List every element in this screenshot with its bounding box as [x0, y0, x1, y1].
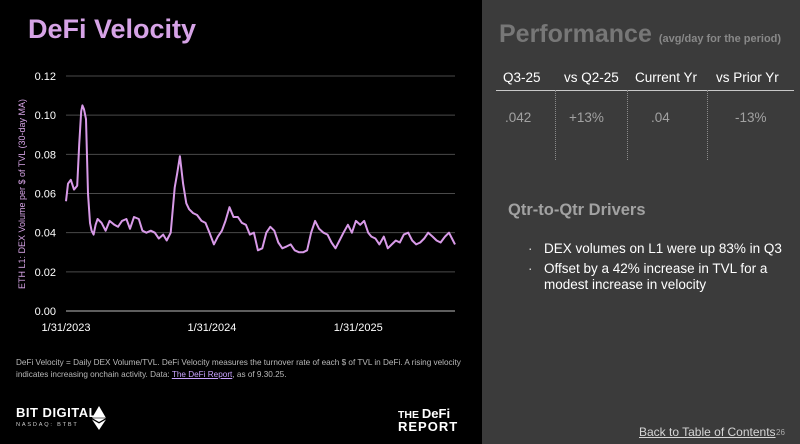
driver-bullet: DEX volumes on L1 were up 83% in Q3	[528, 241, 793, 258]
header-current-yr: Current Yr	[635, 70, 698, 85]
defi-report-report: REPORT	[398, 419, 459, 434]
table-header-rule	[496, 90, 794, 91]
performance-subtitle: (avg/day for the period)	[658, 33, 782, 45]
driver-bullet: Offset by a 42% increase in TVL for a mo…	[528, 261, 793, 294]
y-tick-label: 0.04	[35, 228, 56, 240]
y-tick-label: 0.08	[35, 149, 56, 161]
value-current-yr: .04	[651, 110, 670, 125]
x-tick-labels: 1/31/2023 1/31/2024 1/31/2025	[42, 322, 383, 334]
gridlines	[66, 75, 455, 312]
back-to-toc-link[interactable]: Back to Table of Contents	[639, 425, 776, 439]
value-q3-25: .042	[505, 110, 532, 125]
column-separator	[555, 90, 556, 160]
value-vs-prior-yr: -13%	[735, 110, 767, 125]
defi-report-logo: THE DeFi REPORT	[398, 406, 459, 434]
column-separator	[707, 90, 708, 160]
defi-report-defi: DeFi	[421, 406, 451, 421]
ethereum-icon	[92, 406, 106, 430]
chart-title: DeFi Velocity	[28, 14, 197, 44]
header-vs-prior-yr: vs Prior Yr	[716, 70, 779, 85]
defi-report-link[interactable]: The DeFi Report	[171, 370, 233, 379]
footnote-text: DeFi Velocity = Daily DEX Volume/TVL. De…	[16, 358, 461, 379]
page-number: 26	[776, 428, 785, 437]
right-panel	[482, 0, 800, 444]
chart-footnote: DeFi Velocity = Daily DEX Volume/TVL. De…	[16, 357, 471, 381]
footnote-suffix: , as of 9.30.25.	[232, 370, 287, 379]
y-tick-label: 0.00	[35, 306, 56, 318]
y-tick-label: 0.12	[35, 71, 56, 83]
y-tick-label: 0.10	[35, 110, 56, 122]
bit-digital-logo: BIT DIGITAL NASDAQ: BTBT	[16, 405, 97, 428]
value-vs-q2-25: +13%	[569, 110, 604, 125]
performance-heading: Performance	[499, 20, 652, 48]
y-axis-label: ETH L1: DEX Volume per $ of TVL (30-day …	[17, 99, 27, 289]
velocity-series-line	[65, 104, 456, 254]
x-tick-label: 1/31/2023	[42, 322, 91, 334]
performance-title: Performance (avg/day for the period)	[499, 20, 781, 49]
defi-report-the: THE	[398, 409, 422, 421]
bit-digital-name: BIT DIGITAL	[16, 405, 98, 420]
y-tick-label: 0.06	[35, 189, 56, 201]
drivers-title: Qtr-to-Qtr Drivers	[508, 201, 646, 219]
x-tick-label: 1/31/2024	[187, 322, 236, 334]
x-tick-label: 1/31/2025	[334, 322, 383, 334]
header-q3-25: Q3-25	[503, 70, 541, 85]
drivers-list: DEX volumes on L1 were up 83% in Q3 Offs…	[528, 241, 793, 297]
y-tick-labels: 0.00 0.02 0.04 0.06 0.08 0.10 0.12	[35, 71, 56, 318]
bit-digital-ticker: NASDAQ: BTBT	[16, 422, 79, 428]
velocity-chart: 0.000.020.040.060.080.100.12 1/31/2023 1/…	[17, 71, 456, 334]
y-tick-label: 0.02	[35, 267, 56, 279]
header-vs-q2-25: vs Q2-25	[564, 70, 619, 85]
left-panel: DeFi Velocity 0.00 0.02 0.04 0.06 0.08 0.10 0.…	[16, 14, 471, 434]
column-separator	[627, 90, 628, 160]
